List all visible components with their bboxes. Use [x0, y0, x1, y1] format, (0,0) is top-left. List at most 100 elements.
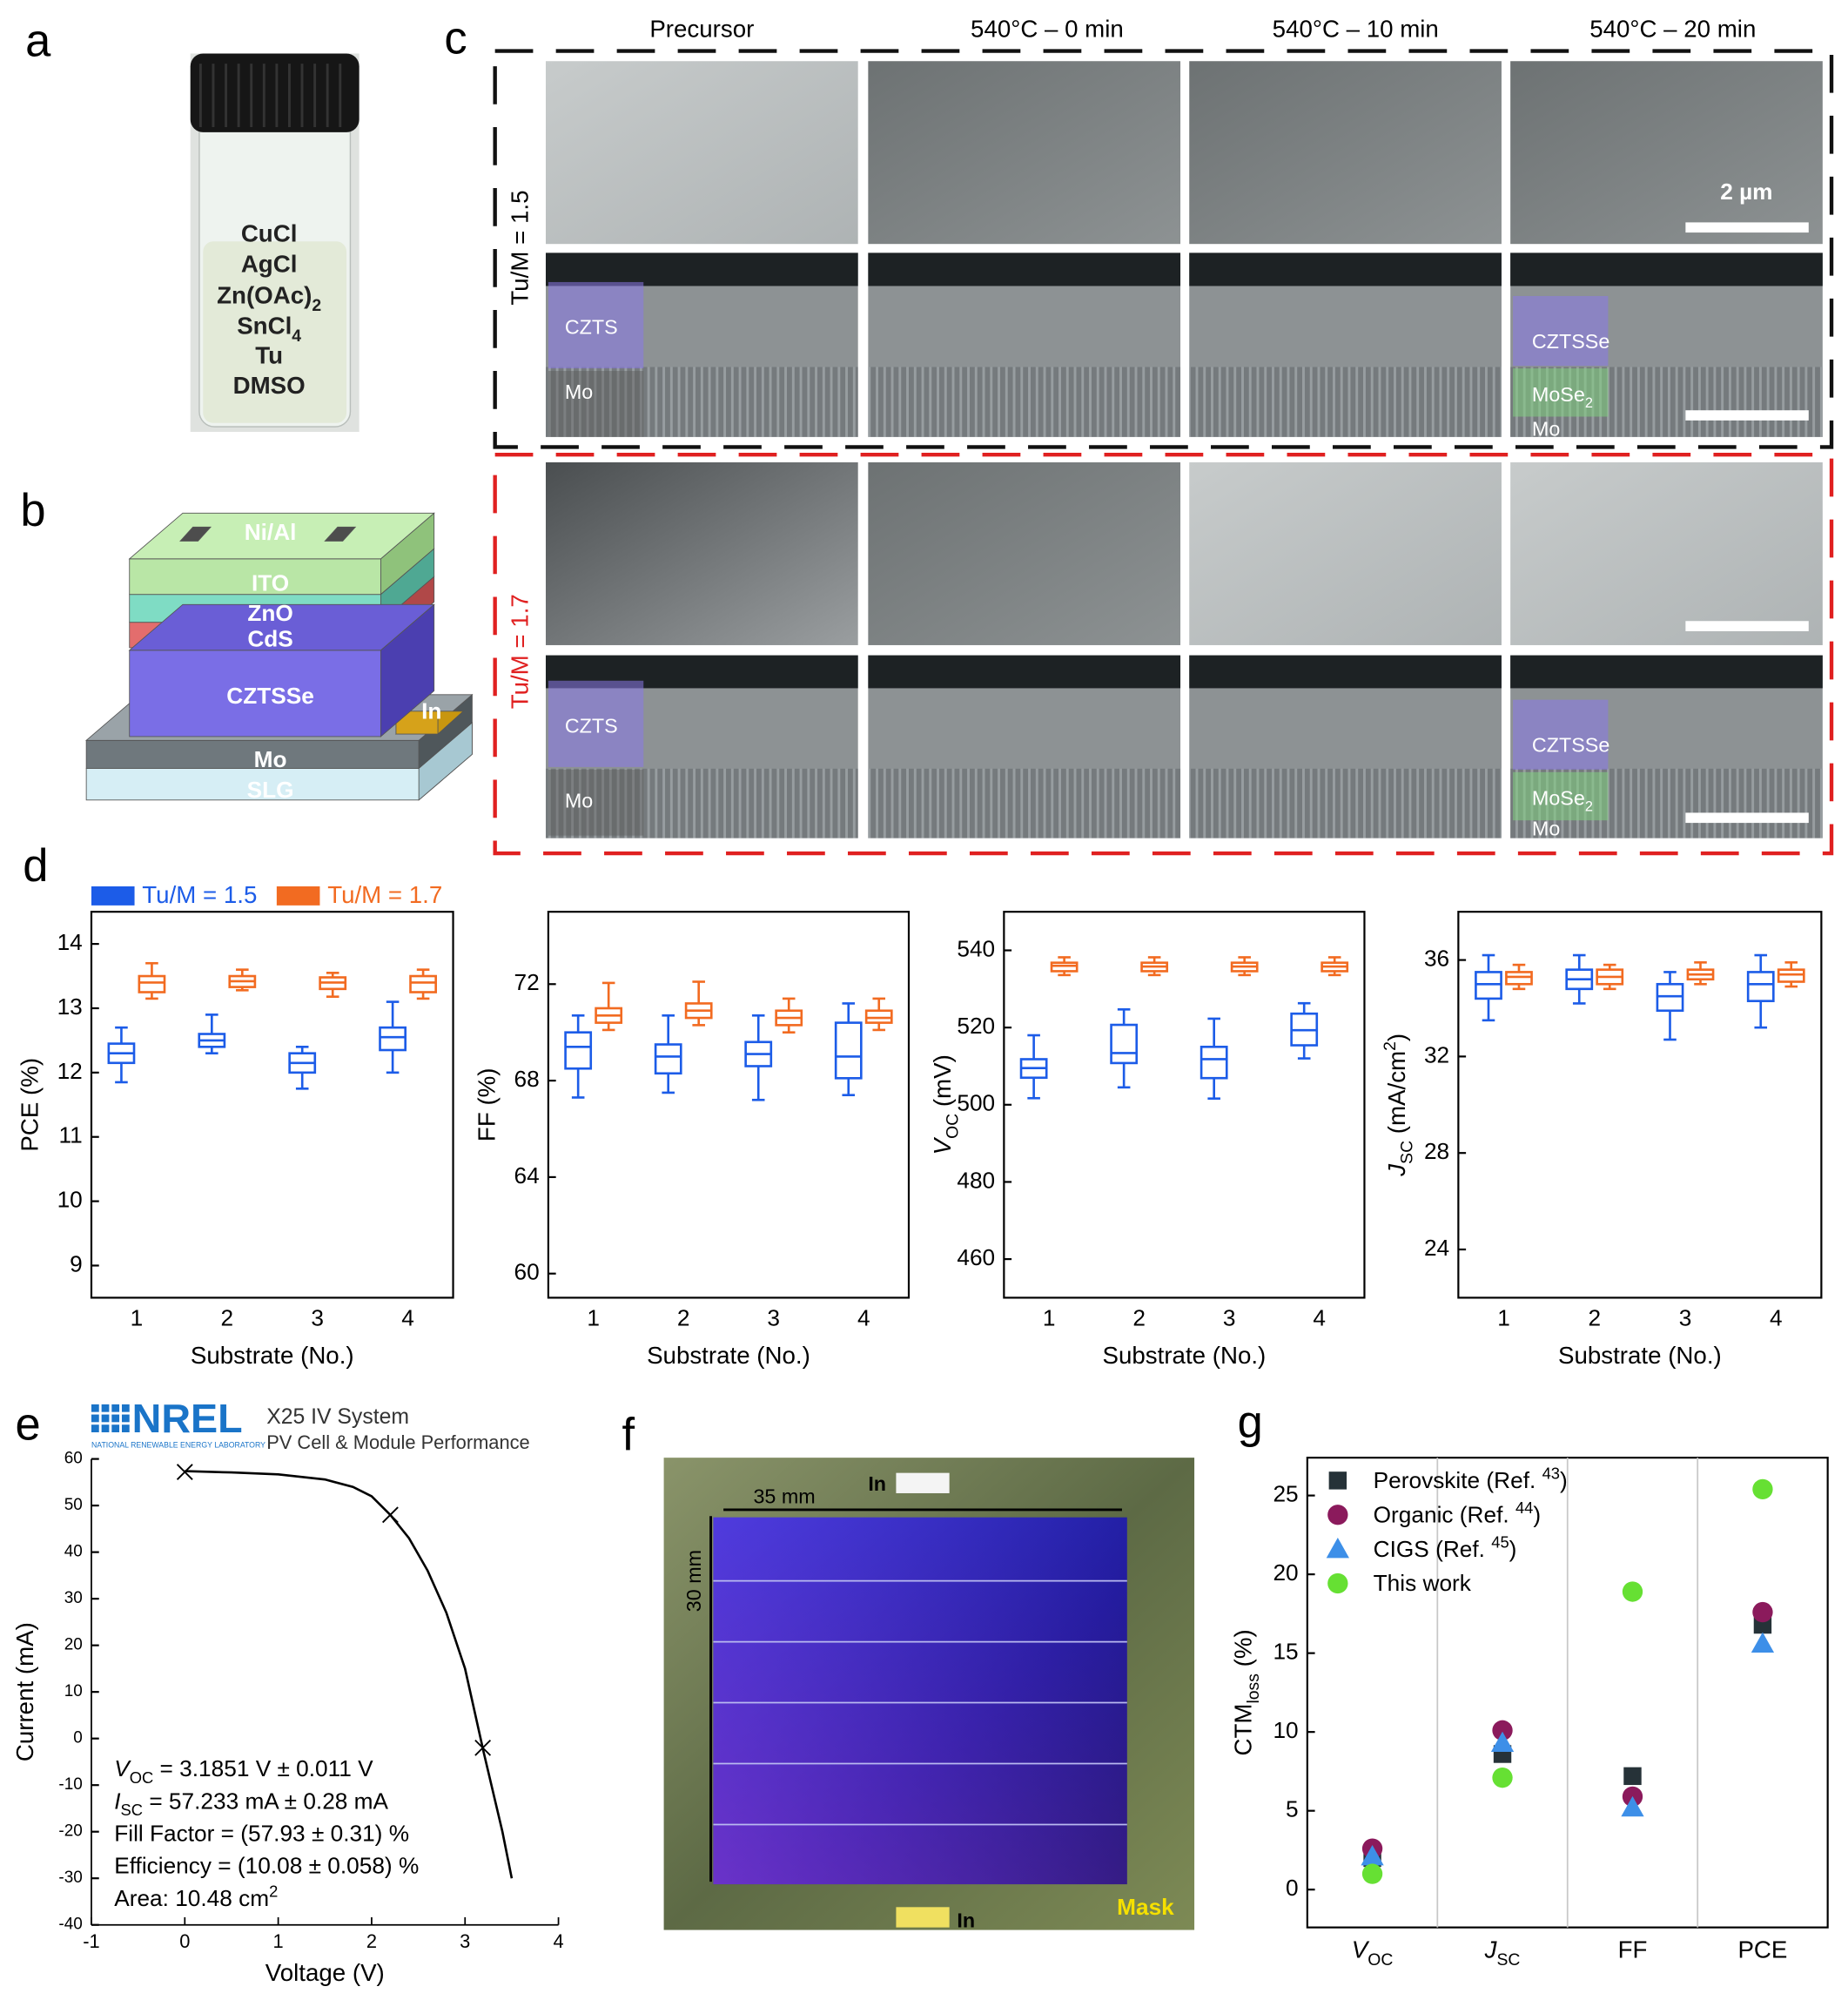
panel-label: e — [15, 1399, 40, 1451]
text-part: MoSe — [1532, 787, 1585, 810]
x-axis-label: Voltage (V) — [265, 1959, 385, 1986]
text-part: ) — [1560, 1467, 1568, 1493]
scale-bar-label: 2 µm — [1720, 178, 1772, 205]
annotation: Efficiency = (10.08 ± 0.058) % — [114, 1853, 419, 1879]
marker — [176, 1464, 193, 1481]
x-tick-label: FF — [1618, 1936, 1648, 1963]
legend-label: Organic (Ref. 44) — [1374, 1498, 1541, 1527]
x-tick-label: VOC — [1352, 1936, 1394, 1970]
text-part: Fill Factor = (57.93 ± 0.31) % — [114, 1820, 409, 1846]
marker — [1361, 1845, 1384, 1866]
legend-label: This work — [1374, 1570, 1472, 1596]
x-axis-label: Substrate (No.) — [191, 1342, 354, 1369]
vial-label: AgCl — [241, 250, 298, 277]
sem-plan-view — [545, 461, 858, 645]
y-tick-label: 40 — [64, 1543, 83, 1561]
logo-tile — [101, 1424, 110, 1432]
panel-label: b — [20, 485, 45, 536]
mo-layer — [85, 739, 420, 769]
y-tick-label: 15 — [1273, 1639, 1298, 1665]
text-part: Efficiency = (10.08 ± 0.058) % — [114, 1853, 419, 1879]
x-tick-label: 4 — [857, 1305, 870, 1331]
sem-vacuum — [1189, 253, 1502, 286]
text-part: CuCl — [241, 219, 298, 246]
text-part: SC — [1496, 1950, 1520, 1970]
text-part: (%) — [1230, 1629, 1257, 1673]
marker — [1327, 1505, 1348, 1525]
y-tick-label: 50 — [64, 1496, 83, 1514]
x-axis-label: Substrate (No.) — [647, 1342, 810, 1369]
text-part: (mA/cm — [1383, 1051, 1410, 1141]
panel-label: a — [25, 15, 51, 66]
vial-label: DMSO — [233, 372, 306, 399]
text-part: J — [1484, 1936, 1498, 1963]
text-part: Area: 10.48 cm — [114, 1885, 269, 1911]
legend-label: Tu/M = 1.5 — [142, 881, 257, 908]
czts-top — [128, 603, 435, 651]
y-axis-label: FF (%) — [474, 1068, 501, 1142]
text-part: DMSO — [233, 372, 306, 399]
text-part: = 3.1851 V ± 0.011 V — [153, 1755, 373, 1781]
x-tick-label: 1 — [1497, 1305, 1510, 1331]
legend-swatch — [91, 886, 135, 906]
text-part: Current (mA) — [11, 1622, 38, 1761]
box — [409, 974, 437, 993]
marker — [1492, 1720, 1513, 1741]
box — [138, 974, 166, 993]
row-label-bg — [502, 178, 534, 318]
y-tick-label: 10 — [57, 1187, 83, 1213]
plot-frame — [1003, 911, 1366, 1299]
ito-top — [128, 512, 435, 560]
x-tick-label: 3 — [311, 1305, 324, 1331]
legend-swatch — [276, 886, 320, 906]
layer-label: SLG — [247, 777, 294, 803]
y-tick-label: 60 — [514, 1259, 540, 1285]
sem-plan-view — [1510, 461, 1823, 645]
text-part: CZTSSe — [1532, 330, 1609, 353]
sem-mo-columns — [545, 367, 858, 437]
layer-label: MoSe2 — [1532, 787, 1593, 815]
y-tick-label: 68 — [514, 1066, 540, 1092]
text-part: I — [114, 1788, 120, 1814]
mose2-overlay — [1513, 771, 1609, 821]
text-part: CZTS — [565, 715, 618, 737]
text-part: ) — [1383, 1034, 1410, 1041]
y-axis-label: VOC (mV) — [929, 1054, 962, 1155]
iv-curve — [185, 1470, 514, 1879]
logo-tile — [91, 1414, 99, 1423]
marker — [474, 1739, 492, 1756]
y-tick-label: 60 — [64, 1450, 83, 1468]
vial-label: Tu — [255, 341, 283, 368]
text-part: CZTS — [565, 316, 618, 339]
text-part: 43 — [1542, 1465, 1560, 1483]
sem-vacuum — [868, 253, 1181, 286]
vial-label: SnCl4 — [237, 313, 301, 346]
text-part: Tu — [255, 341, 283, 368]
vial-label: Zn(OAc)2 — [217, 282, 321, 315]
layer-label: Ni/Al — [245, 519, 297, 545]
y-tick-label: 64 — [514, 1162, 540, 1189]
panel-label: f — [622, 1409, 635, 1460]
text-part: SC — [1397, 1141, 1416, 1164]
annotation: VOC = 3.1851 V ± 0.011 V — [114, 1755, 373, 1787]
annotation: Fill Factor = (57.93 ± 0.31) % — [114, 1820, 409, 1846]
contact-pad — [896, 1907, 950, 1928]
sem-plan-view — [868, 461, 1181, 645]
row-label: Tu/M = 1.5 — [507, 191, 534, 306]
sem-plan-view — [545, 61, 858, 245]
text-part: Zn(OAc) — [217, 282, 312, 309]
text-part: 2 — [1585, 395, 1593, 411]
annotation: Area: 10.48 cm2 — [114, 1882, 278, 1910]
marker — [1751, 1632, 1775, 1653]
box — [1777, 968, 1805, 983]
x-axis-label: Substrate (No.) — [1103, 1342, 1267, 1369]
text-part: OC — [943, 1114, 962, 1139]
y-tick-label: 520 — [957, 1013, 995, 1039]
x-tick-label: 1 — [273, 1930, 284, 1952]
y-tick-label: 11 — [59, 1122, 83, 1148]
legend-label: CIGS (Ref. 45) — [1374, 1532, 1517, 1561]
marker — [1622, 1581, 1643, 1602]
cztsse-overlay — [1513, 699, 1609, 770]
column-header: Precursor — [649, 16, 754, 43]
text-part: 44 — [1515, 1498, 1533, 1517]
